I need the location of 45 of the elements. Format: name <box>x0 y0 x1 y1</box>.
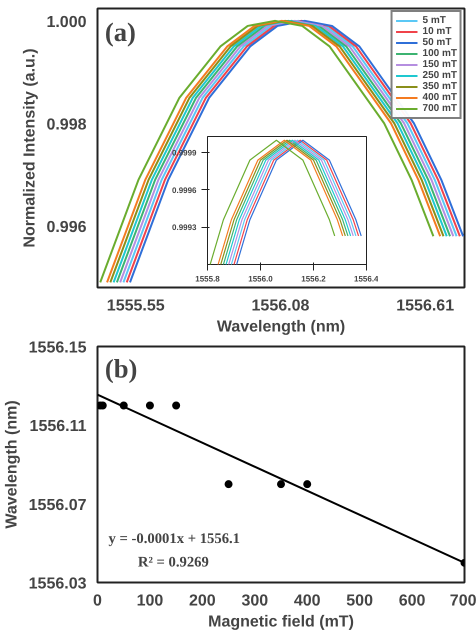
annotation: (a) <box>104 16 136 47</box>
y-tick-label: 0.998 <box>46 116 87 134</box>
legend-label: 250 mT <box>422 70 457 81</box>
y-tick-label: 0.996 <box>46 218 87 236</box>
x-axis-title: Magnetic field (mT) <box>208 614 354 630</box>
x-tick-label: 1555.8 <box>195 274 220 284</box>
point <box>146 402 154 410</box>
y-tick-label: 1556.11 <box>30 418 87 436</box>
y-tick-label: 0.9996 <box>172 186 198 195</box>
y-tick-label: 1556.15 <box>28 340 87 356</box>
x-tick-label: 1556.0 <box>248 274 274 284</box>
y-tick-label: 0.9993 <box>172 223 198 232</box>
x-tick-label: 700 <box>450 592 476 610</box>
x-tick-label: 200 <box>189 592 216 610</box>
x-tick-label: 300 <box>241 592 268 610</box>
x-axis-title: Wavelength (nm) <box>216 318 346 336</box>
y-tick-label: 1556.07 <box>28 496 87 514</box>
x-tick-label: 100 <box>136 592 164 610</box>
x-tick-label: 0 <box>93 592 102 610</box>
annotation: (b) <box>104 354 138 384</box>
x-tick-label: 1556.2 <box>301 274 326 284</box>
legend-label: 10 mT <box>422 26 452 37</box>
point <box>277 480 285 488</box>
y-axis-title: Normalized Intensity (a.u.) <box>21 48 38 248</box>
legend-label: 400 mT <box>422 92 457 103</box>
x-tick-label: 1555.55 <box>106 298 165 314</box>
legend-label: 350 mT <box>422 81 457 92</box>
x-tick-label: 1556.61 <box>396 298 454 314</box>
annotation: R² = 0.9269 <box>138 554 209 571</box>
legend-label: 100 mT <box>422 48 457 59</box>
legend-label: 700 mT <box>422 103 457 114</box>
legend-label: 50 mT <box>422 37 452 48</box>
x-tick-label: 500 <box>346 592 374 610</box>
point <box>303 480 312 488</box>
point <box>224 480 233 488</box>
annotation: y = -0.0001x + 1556.1 <box>108 531 240 548</box>
y-axis-title: Wavelength (nm) <box>4 400 21 529</box>
point <box>172 402 180 410</box>
x-tick-label: 600 <box>398 592 426 610</box>
y-tick-label: 1.000 <box>46 14 87 31</box>
legend-label: 150 mT <box>422 59 457 70</box>
y-tick-label: 1556.03 <box>28 576 87 592</box>
x-tick-label: 1556.08 <box>252 298 310 314</box>
x-tick-label: 400 <box>294 592 321 610</box>
legend-label: 5 mT <box>422 15 446 26</box>
